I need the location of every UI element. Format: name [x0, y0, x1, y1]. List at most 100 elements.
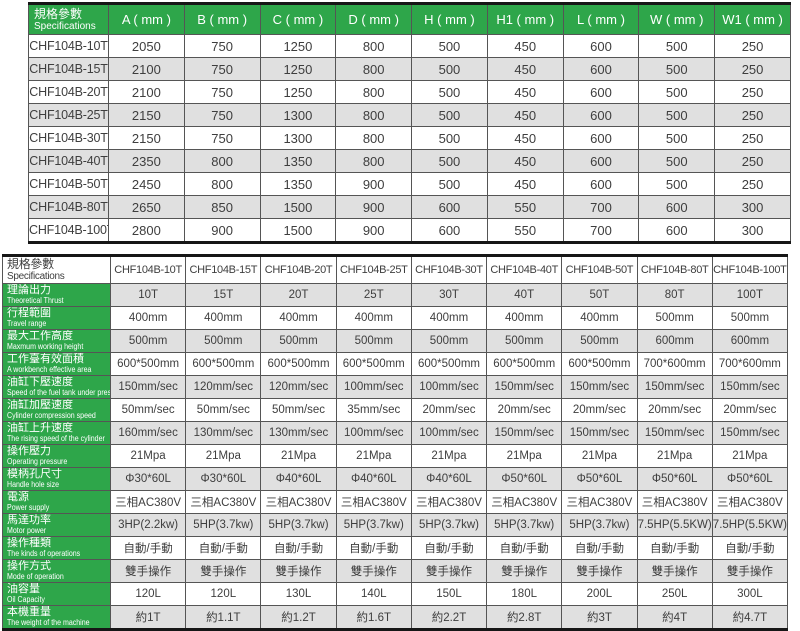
spec-value: Φ30*60L	[185, 467, 262, 491]
dimension-value: 500	[638, 80, 716, 104]
spec-value: 雙手操作	[185, 559, 262, 583]
dimension-value: 2050	[108, 34, 185, 58]
spec-value: 500mm	[335, 329, 412, 353]
model-name: CHF104B-80T	[28, 195, 109, 219]
spec-value: 三相AC380V	[636, 490, 713, 514]
model-column-header: CHF104B-80T	[636, 254, 713, 284]
spec-value: 自動/手動	[260, 536, 337, 560]
spec-value: 400mm	[109, 306, 187, 330]
spec-value: 100mm/sec	[335, 375, 412, 399]
row-label: 理論出力 Theoretical Thrust	[2, 283, 111, 307]
specifications-corner-cell: 規格參數 Specifications	[2, 254, 111, 284]
dimension-value: 250	[714, 103, 791, 127]
column-header: L ( mm )	[562, 2, 640, 35]
dimension-value: 600	[562, 149, 640, 173]
dimension-value: 850	[183, 195, 261, 219]
model-name: CHF104B-15T	[28, 57, 109, 81]
spec-value: 150mm/sec	[109, 375, 187, 399]
spec-value: 600*500mm	[486, 352, 563, 376]
spec-value: 7.5HP(5.5KW)	[711, 513, 789, 537]
dimension-value: 2150	[108, 126, 185, 150]
spec-value: 約1.2T	[260, 605, 337, 631]
column-header: B ( mm )	[183, 2, 261, 35]
row-label-zh: 油缸加壓速度	[7, 399, 73, 411]
model-column-header: CHF104B-100T	[711, 254, 789, 284]
spec-value: 自動/手動	[486, 536, 563, 560]
spec-value: 雙手操作	[410, 559, 488, 583]
dimension-value: 1250	[259, 34, 337, 58]
table-row: 馬達功率 Motor power 3HP(2.2kw) 5HP(3.7kw) 5HP(3…	[2, 513, 789, 537]
spec-value: Φ50*60L	[486, 467, 563, 491]
spec-value: 500mm	[711, 306, 789, 330]
spec-value: 自動/手動	[561, 536, 638, 560]
dimensions-header-row: 規格參數 Specifications A ( mm ) B ( mm ) C ( …	[28, 2, 791, 35]
specifications-header-row: 規格參數 Specifications CHF104B-10T CHF104B-1…	[2, 254, 789, 284]
dimension-value: 2350	[108, 149, 185, 173]
spec-value: 21Mpa	[561, 444, 638, 468]
row-label-zh: 最大工作高度	[7, 330, 73, 342]
dimension-value: 750	[183, 126, 261, 150]
dimension-value: 800	[335, 103, 413, 127]
dimension-value: 500	[411, 172, 488, 196]
model-column-header: CHF104B-20T	[260, 254, 337, 284]
spec-value: 160mm/sec	[109, 421, 187, 445]
spec-value: Φ40*60L	[410, 467, 488, 491]
spec-value: 400mm	[260, 306, 337, 330]
spec-value: 雙手操作	[335, 559, 412, 583]
column-header: A ( mm )	[108, 2, 185, 35]
table-row: CHF104B-25T 2150 750 1300 800 500 450 600 500 250	[28, 103, 791, 127]
dimension-value: 450	[486, 126, 564, 150]
row-label: 最大工作高度 Maxmum working height	[2, 329, 111, 353]
row-label-en: The kinds of operations	[7, 549, 81, 558]
row-label: 油缸加壓速度 Cylinder compression speed	[2, 398, 111, 422]
spec-value: 150mm/sec	[711, 421, 789, 445]
spec-value: 150mm/sec	[561, 421, 638, 445]
dimension-value: 450	[486, 34, 564, 58]
spec-value: 500mm	[486, 329, 563, 353]
spec-value: 5HP(3.7kw)	[410, 513, 488, 537]
model-column-header: CHF104B-50T	[561, 254, 638, 284]
spec-value: 雙手操作	[711, 559, 789, 583]
table-row: 本機重量 The weight of the machine 約1T 約1.1T 約1.…	[2, 605, 789, 631]
row-label-zh: 理論出力	[7, 284, 51, 296]
spec-value: 600*500mm	[335, 352, 412, 376]
spec-value: 21Mpa	[636, 444, 713, 468]
model-column-header: CHF104B-25T	[335, 254, 412, 284]
dimension-value: 1250	[259, 80, 337, 104]
dimension-value: 750	[183, 34, 261, 58]
table-row: CHF104B-80T 2650 850 1500 900 600 550 700 600 300	[28, 195, 791, 219]
dimensions-table: 規格參數 Specifications A ( mm ) B ( mm ) C ( …	[28, 2, 791, 244]
spec-value: 約4T	[636, 605, 713, 631]
spec-value: 7.5HP(5.5KW)	[636, 513, 713, 537]
dimension-value: 250	[714, 57, 791, 81]
dimension-value: 250	[714, 126, 791, 150]
spec-value: 400mm	[561, 306, 638, 330]
spec-value: 約4.7T	[711, 605, 789, 631]
dimension-value: 750	[183, 57, 261, 81]
spec-value: 21Mpa	[260, 444, 337, 468]
row-label: 電源 Power supply	[2, 490, 111, 514]
dimension-value: 250	[714, 149, 791, 173]
dimension-value: 250	[714, 80, 791, 104]
spec-value: 三相AC380V	[486, 490, 563, 514]
spec-value: 約1.6T	[335, 605, 412, 631]
dimension-value: 500	[638, 126, 716, 150]
spec-value: 600mm	[711, 329, 789, 353]
spec-value: 180L	[486, 582, 563, 606]
row-label-en: Travel range	[7, 319, 47, 328]
spec-value: 250L	[636, 582, 713, 606]
row-label-zh: 油缸下壓速度	[7, 376, 73, 388]
dimension-value: 900	[335, 195, 413, 219]
dimension-value: 600	[638, 195, 716, 219]
spec-value: 120L	[185, 582, 262, 606]
dimension-value: 600	[562, 80, 640, 104]
spec-value: 600*500mm	[410, 352, 488, 376]
model-column-header: CHF104B-10T	[109, 254, 187, 284]
dimension-value: 500	[411, 34, 488, 58]
spec-value: 21Mpa	[410, 444, 488, 468]
dimension-value: 700	[562, 218, 640, 244]
spec-value: 三相AC380V	[711, 490, 789, 514]
row-label: 油容量 Oil Capacity	[2, 582, 111, 606]
dimension-value: 2100	[108, 80, 185, 104]
dimension-value: 2450	[108, 172, 185, 196]
